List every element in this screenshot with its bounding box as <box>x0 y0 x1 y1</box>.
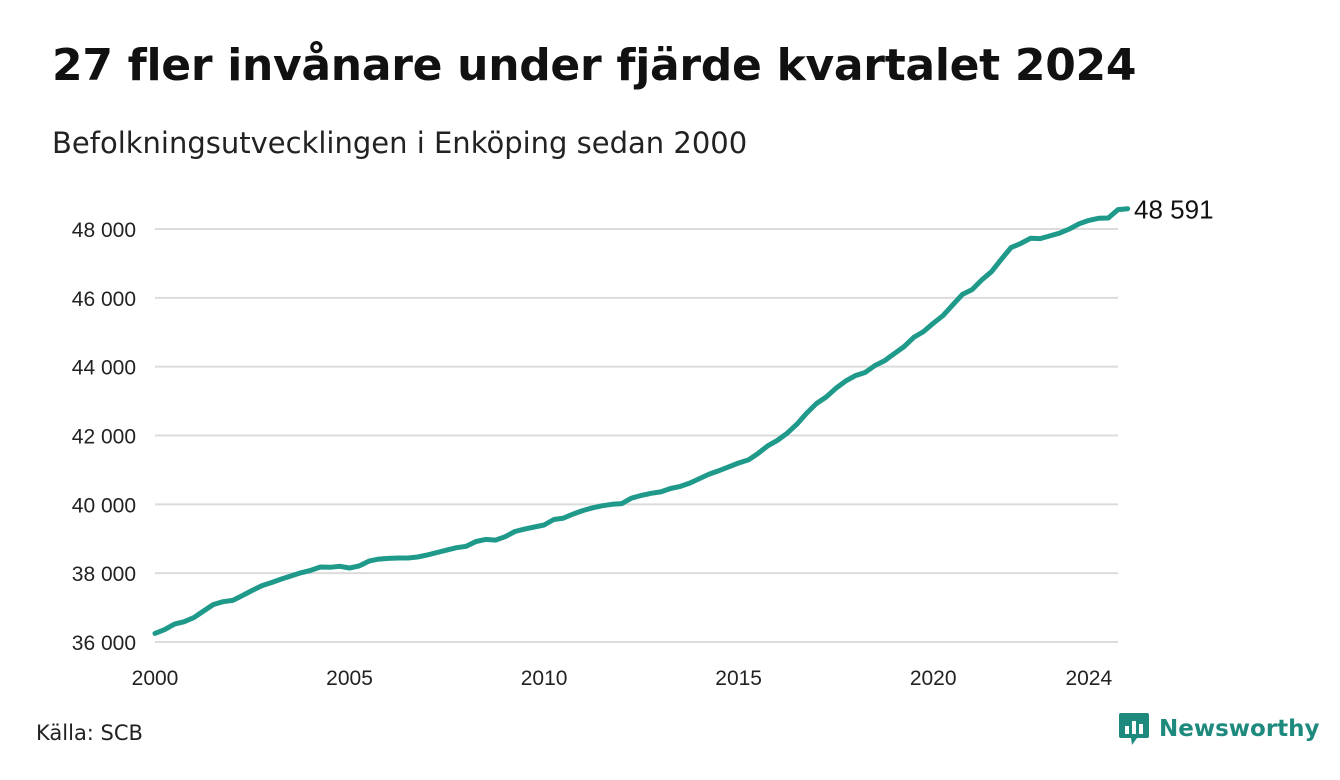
y-axis-ticks: 36 000 38 000 40 000 42 000 44 000 46 000 48 0… <box>72 219 136 655</box>
y-tick-label: 36 000 <box>72 632 136 655</box>
brand-logo: Newsworthy <box>1118 712 1320 746</box>
y-tick-label: 42 000 <box>72 426 136 449</box>
last-value-label: 48 591 <box>1134 195 1214 225</box>
series-line-population <box>152 206 1131 636</box>
chart-bubble-icon <box>1119 713 1149 745</box>
y-tick-label: 46 000 <box>72 288 136 311</box>
y-tick-label: 44 000 <box>72 357 136 380</box>
x-tick-label: 2010 <box>521 667 568 690</box>
x-tick-label: 2024 <box>1065 667 1112 690</box>
source-note: Källa: SCB <box>36 721 143 745</box>
x-axis-ticks: 2000 2005 2010 2015 2020 2024 <box>132 667 1113 690</box>
y-tick-label: 48 000 <box>72 219 136 242</box>
x-tick-label: 2000 <box>132 667 179 690</box>
population-line-chart: 36 000 38 000 40 000 42 000 44 000 46 000 48 0… <box>72 195 1214 690</box>
x-tick-label: 2005 <box>326 667 373 690</box>
x-tick-label: 2015 <box>715 667 762 690</box>
y-tick-label: 40 000 <box>72 494 136 517</box>
y-tick-label: 38 000 <box>72 563 136 586</box>
chart-subtitle: Befolkningsutvecklingen i Enköping sedan… <box>52 126 748 160</box>
brand-name: Newsworthy <box>1159 716 1320 742</box>
x-tick-label: 2020 <box>910 667 957 690</box>
chart-title: 27 fler invånare under fjärde kvartalet … <box>52 40 1137 91</box>
